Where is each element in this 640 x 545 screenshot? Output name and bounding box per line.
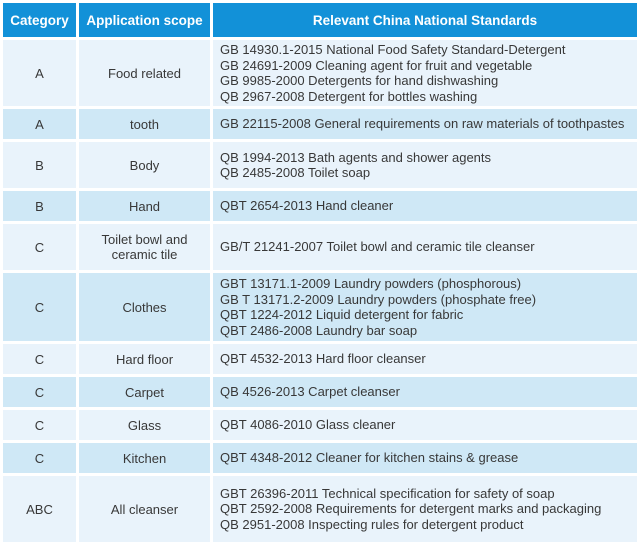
standards-cell: QBT 4348-2012 Cleaner for kitchen stains…: [213, 443, 637, 473]
standard-line: QBT 2592-2008 Requirements for detergent…: [220, 501, 602, 517]
standard-line: GB 22115-2008 General requirements on ra…: [220, 116, 625, 132]
table-row: C Toilet bowl and ceramic tile GB/T 21241-…: [3, 224, 637, 270]
standards-cell: GB 22115-2008 General requirements on ra…: [213, 109, 637, 139]
standards-cell: QB 1994-2013 Bath agents and shower agen…: [213, 142, 637, 188]
standards-cell: QB 4526-2013 Carpet cleanser: [213, 377, 637, 407]
table-row: B Hand QBT 2654-2013 Hand cleaner: [3, 191, 637, 221]
standard-line: QBT 2654-2013 Hand cleaner: [220, 198, 394, 214]
standards-cell: GBT 13171.1-2009 Laundry powders (phosph…: [213, 273, 637, 341]
category-cell: B: [3, 142, 76, 188]
standard-line: GB 9985-2000 Detergents for hand dishwas…: [220, 73, 499, 88]
standards-cell: QBT 4532-2013 Hard floor cleanser: [213, 344, 637, 374]
scope-cell: Glass: [79, 410, 210, 440]
scope-cell: Carpet: [79, 377, 210, 407]
category-cell: B: [3, 191, 76, 221]
scope-cell: Clothes: [79, 273, 210, 341]
standards-cell: QBT 2654-2013 Hand cleaner: [213, 191, 637, 221]
table-row: A Food related GB 14930.1-2015 National Fo…: [3, 40, 637, 106]
standard-line: QB 4526-2013 Carpet cleanser: [220, 384, 400, 400]
category-cell: C: [3, 273, 76, 341]
table-row: C Carpet QB 4526-2013 Carpet cleanser: [3, 377, 637, 407]
scope-cell: Kitchen: [79, 443, 210, 473]
standards-cell: GBT 26396-2011 Technical specification f…: [213, 476, 637, 542]
standard-line: QBT 4532-2013 Hard floor cleanser: [220, 351, 426, 367]
header-cell-application-scope: Application scope: [79, 3, 210, 37]
table-row: C Clothes GBT 13171.1-2009 Laundry powders…: [3, 273, 637, 341]
table-row: B Body QB 1994-2013 Bath agents and shower…: [3, 142, 637, 188]
table-row: ABC All cleanser GBT 26396-2011 Technical …: [3, 476, 637, 542]
table-row: C Glass QBT 4086-2010 Glass cleaner: [3, 410, 637, 440]
standard-line: QBT 4348-2012 Cleaner for kitchen stains…: [220, 450, 519, 466]
header-cell-standards: Relevant China National Standards: [213, 3, 637, 37]
scope-cell: Food related: [79, 40, 210, 106]
category-cell: C: [3, 377, 76, 407]
standards-cell: GB/T 21241-2007 Toilet bowl and ceramic …: [213, 224, 637, 270]
standards-cell: QBT 4086-2010 Glass cleaner: [213, 410, 637, 440]
standard-line: QBT 4086-2010 Glass cleaner: [220, 417, 396, 433]
standard-line: GBT 13171.1-2009 Laundry powders (phosph…: [220, 276, 522, 291]
standard-line: QB 2485-2008 Toilet soap: [220, 165, 371, 180]
category-cell: A: [3, 40, 76, 106]
standard-line: QB 2967-2008 Detergent for bottles washi…: [220, 88, 478, 104]
category-cell: C: [3, 443, 76, 473]
table-row: C Kitchen QBT 4348-2012 Cleaner for kitche…: [3, 443, 637, 473]
standard-line: GB/T 21241-2007 Toilet bowl and ceramic …: [220, 239, 535, 255]
category-cell: C: [3, 410, 76, 440]
scope-cell: Body: [79, 142, 210, 188]
category-cell: A: [3, 109, 76, 139]
standards-cell: GB 14930.1-2015 National Food Safety Sta…: [213, 40, 637, 106]
category-cell: ABC: [3, 476, 76, 542]
standard-line: GBT 26396-2011 Technical specification f…: [220, 485, 555, 501]
category-cell: C: [3, 224, 76, 270]
scope-cell: Hand: [79, 191, 210, 221]
scope-cell: tooth: [79, 109, 210, 139]
standard-line: GB T 13171.2-2009 Laundry powders (phosp…: [220, 291, 537, 307]
header-row: Category Application scope Relevant Chin…: [3, 3, 637, 37]
scope-cell: All cleanser: [79, 476, 210, 542]
standard-line: QBT 2486-2008 Laundry bar soap: [220, 322, 418, 338]
category-cell: C: [3, 344, 76, 374]
standard-line: GB 14930.1-2015 National Food Safety Sta…: [220, 42, 566, 57]
standard-line: QB 2951-2008 Inspecting rules for deterg…: [220, 516, 524, 532]
standard-line: QBT 1224-2012 Liquid detergent for fabri…: [220, 307, 464, 322]
standard-line: GB 24691-2009 Cleaning agent for fruit a…: [220, 57, 533, 73]
standard-line: QB 1994-2013 Bath agents and shower agen…: [220, 149, 492, 165]
table-row: C Hard floor QBT 4532-2013 Hard floor clea…: [3, 344, 637, 374]
header-cell-category: Category: [3, 3, 76, 37]
table-body: A Food related GB 14930.1-2015 National Fo…: [3, 40, 637, 542]
scope-cell: Hard floor: [79, 344, 210, 374]
scope-cell: Toilet bowl and ceramic tile: [79, 224, 210, 270]
